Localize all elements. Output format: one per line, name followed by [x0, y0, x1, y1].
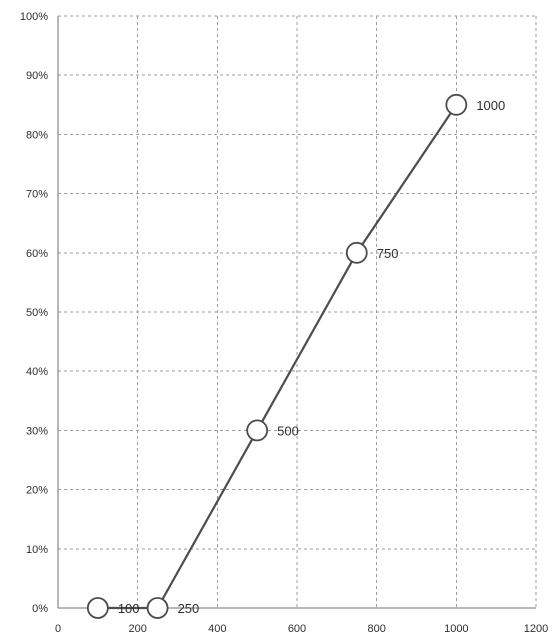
x-tick-labels: 0 200 400 600 800 1000 1200: [55, 623, 548, 635]
point-label-1: 250: [178, 601, 200, 616]
point-label-layer: 100 250 500 750 1000: [118, 98, 505, 616]
y-tick-label-5: 50%: [26, 307, 48, 319]
x-tick-label-3: 600: [288, 623, 306, 635]
x-tick-label-1: 200: [128, 623, 146, 635]
point-label-3: 750: [377, 246, 399, 261]
point-label-2: 500: [277, 423, 299, 438]
y-tick-label-9: 90%: [26, 70, 48, 82]
point-marker-1: [146, 597, 169, 619]
y-tick-label-2: 20%: [26, 485, 48, 497]
x-tick-label-2: 400: [208, 623, 226, 635]
y-tick-label-7: 70%: [26, 189, 48, 201]
point-marker-3: [345, 241, 368, 264]
point-marker-4: [445, 93, 468, 116]
point-marker-0: [86, 597, 109, 619]
series-line-0: [96, 103, 458, 610]
x-tick-label-6: 1200: [524, 623, 548, 635]
y-tick-label-6: 60%: [26, 248, 48, 260]
y-tick-label-0: 0%: [32, 603, 48, 615]
grid: [58, 15, 537, 608]
y-tick-label-4: 40%: [26, 366, 48, 378]
x-tick-label-4: 800: [367, 623, 385, 635]
point-label-4: 1000: [476, 98, 505, 113]
y-tick-label-8: 80%: [26, 129, 48, 141]
x-tick-label-0: 0: [55, 623, 61, 635]
point-label-0: 100: [118, 601, 140, 616]
y-tick-label-1: 10%: [26, 544, 48, 556]
y-tick-labels: 0% 10% 20% 30% 40% 50% 60% 70% 80% 90% 100%: [20, 11, 48, 615]
y-tick-label-10: 100%: [20, 11, 48, 23]
point-marker-2: [246, 419, 269, 442]
series-layer: [96, 103, 458, 610]
x-tick-label-5: 1000: [444, 623, 468, 635]
y-tick-label-3: 30%: [26, 425, 48, 437]
point-layer: [86, 93, 468, 619]
